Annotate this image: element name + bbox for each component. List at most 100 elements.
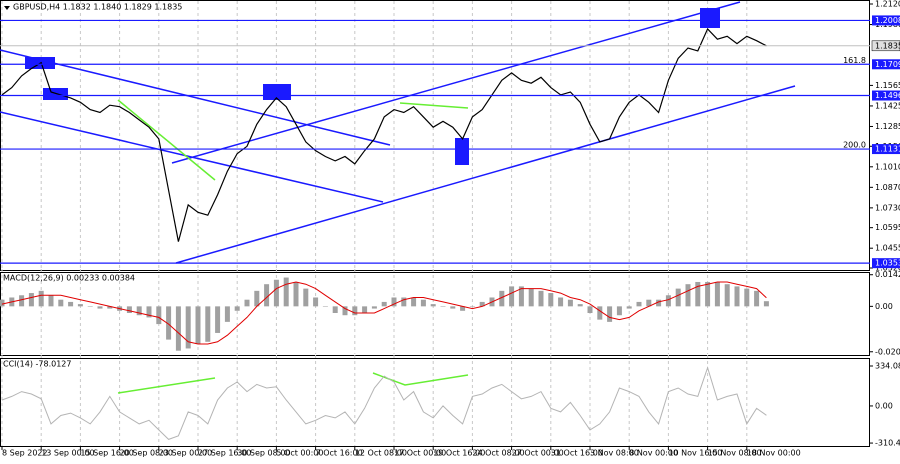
divergence — [117, 99, 216, 181]
macd-bar — [156, 306, 162, 325]
macd-bar — [58, 299, 64, 307]
macd-bar — [234, 306, 240, 311]
macd-bar — [636, 301, 642, 307]
macd-bar — [440, 306, 446, 307]
x-tick-label: 8 Nov 00:00 — [629, 449, 678, 458]
macd-bar — [714, 281, 720, 307]
x-tick-label: 23 Sep 00:00 — [159, 449, 212, 458]
macd-bar — [695, 281, 701, 307]
macd-bar — [685, 284, 691, 307]
level-label-bg — [872, 15, 900, 26]
macd-bar — [754, 290, 760, 307]
macd-bar — [273, 279, 279, 307]
macd-bar — [558, 297, 564, 307]
macd-bar — [460, 306, 466, 311]
chart-title: GBPUSD,H4 1.1832 1.1840 1.1829 1.1835 — [13, 3, 182, 12]
x-tick-label: 12 Oct 08:00 — [355, 449, 407, 458]
x-tick-label: 17 Oct 00:00 — [394, 449, 446, 458]
cci-panel — [0, 358, 870, 447]
macd-bar — [509, 286, 515, 307]
macd-bar — [587, 306, 593, 313]
macd-bar — [381, 301, 387, 307]
macd-bar — [352, 306, 358, 316]
x-tick-label: 3 Nov 08:00 — [590, 449, 639, 458]
series-line — [1, 366, 767, 440]
y-tick-label: 0.01427 — [875, 270, 900, 279]
macd-bar — [420, 299, 426, 307]
macd-bar — [401, 297, 407, 307]
macd-bar — [518, 286, 524, 307]
box — [700, 8, 720, 28]
level-label: 1.0353 — [875, 259, 900, 268]
macd-bar — [313, 297, 319, 307]
macd-bar — [538, 290, 544, 307]
y-tick-label: 1.1425 — [875, 101, 900, 110]
x-tick-label: 24 Oct 08:00 — [472, 449, 524, 458]
box — [263, 84, 291, 100]
macd-bar — [479, 301, 485, 307]
macd-panel — [0, 272, 870, 356]
y-tick-label: 1.1285 — [875, 122, 900, 131]
macd-bar — [19, 295, 25, 307]
macd-bar — [136, 306, 142, 316]
marks — [0, 27, 769, 440]
fib-label: 161.8 — [843, 56, 866, 65]
signal-line — [1, 281, 767, 345]
y-tick-label: -0.02049 — [875, 347, 900, 356]
x-tick-label: 10 Nov 16:00 — [668, 449, 722, 458]
macd-bar — [254, 290, 260, 307]
macd-bar — [68, 301, 74, 307]
macd-bar — [675, 288, 681, 307]
macd-bar — [362, 306, 368, 313]
macd-bar — [646, 299, 652, 307]
macd-bar — [763, 301, 769, 307]
macd-bar — [548, 293, 554, 307]
macd-bar — [303, 288, 309, 307]
macd-bar — [665, 295, 671, 307]
y-tick-label: 1.0455 — [875, 244, 900, 253]
price-label: 1.1835 — [875, 41, 900, 50]
title-icon — [4, 6, 10, 10]
macd-bar — [626, 306, 632, 309]
y-tick-label: 1.0870 — [875, 183, 900, 192]
macd-bar — [264, 284, 270, 307]
fib-label: 200.0 — [843, 141, 866, 150]
macd-bar — [215, 306, 221, 333]
macd-bar — [97, 306, 103, 309]
x-tick-label: 20 Sep 08:00 — [120, 449, 173, 458]
macd-bar — [175, 306, 181, 351]
price-panel — [0, 0, 870, 271]
macd-bar — [744, 288, 750, 307]
macd-bar — [322, 306, 328, 307]
y-tick-label: -310.4354 — [875, 439, 900, 448]
box — [455, 138, 469, 165]
y-tick-label: 1.2120 — [875, 0, 900, 9]
x-tick-label: 27 Oct 00:00 — [512, 449, 564, 458]
macd-bar — [224, 306, 230, 322]
macd-bar — [283, 277, 289, 307]
trend-line — [171, 1, 741, 164]
macd-bar — [705, 281, 711, 307]
y-tick-label: 1.0730 — [875, 203, 900, 212]
x-tick-label: 18 Nov 00:00 — [747, 449, 801, 458]
macd-bar — [48, 295, 54, 307]
trend-line — [175, 85, 796, 264]
series-line — [1, 27, 767, 242]
divergence — [399, 102, 469, 109]
macd-bar — [166, 306, 172, 340]
divergence-lines — [117, 99, 469, 394]
macd-bar — [342, 306, 348, 316]
y-tick-label: 0.00 — [875, 302, 893, 311]
divergence — [117, 377, 216, 394]
macd-bar — [126, 306, 132, 313]
macd-bar — [107, 306, 113, 309]
macd-bar — [656, 299, 662, 307]
macd-bar — [528, 288, 534, 307]
x-tick-label: 5 Oct 00:00 — [276, 449, 323, 458]
level-label: 1.1709 — [875, 60, 900, 69]
macd-bar — [450, 306, 456, 309]
x-tick-label: 31 Oct 16:00 — [551, 449, 603, 458]
